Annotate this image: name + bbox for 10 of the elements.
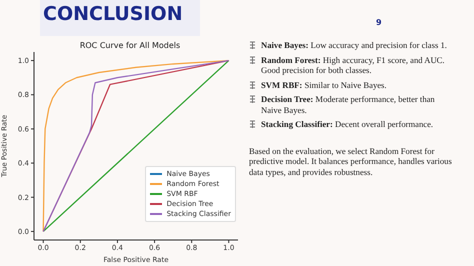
text: Decision Tree: Moderate performance, better than Naive Bayes. <box>261 94 436 115</box>
text: SVM RBF: Similar to Naive Bayes. <box>261 80 387 90</box>
text: Naive Bayes: Low accuracy and precision for class 1. <box>261 40 447 50</box>
text: Random Forest: High accuracy, F1 score, and AUC. Good precision for both classes. <box>261 54 446 76</box>
text: 9 <box>376 18 382 27</box>
text: Stacking Classifier: Decent overall performance. <box>261 119 434 130</box>
text: Based on the evaluation, we select Random Forest for predictive model. It balances performance, handles various data types, and provides robustness. <box>249 146 453 177</box>
text: CONCLUSION <box>43 3 183 25</box>
chart-title: ROC Curve for All Models <box>78 41 182 50</box>
line-series <box>42 60 230 232</box>
